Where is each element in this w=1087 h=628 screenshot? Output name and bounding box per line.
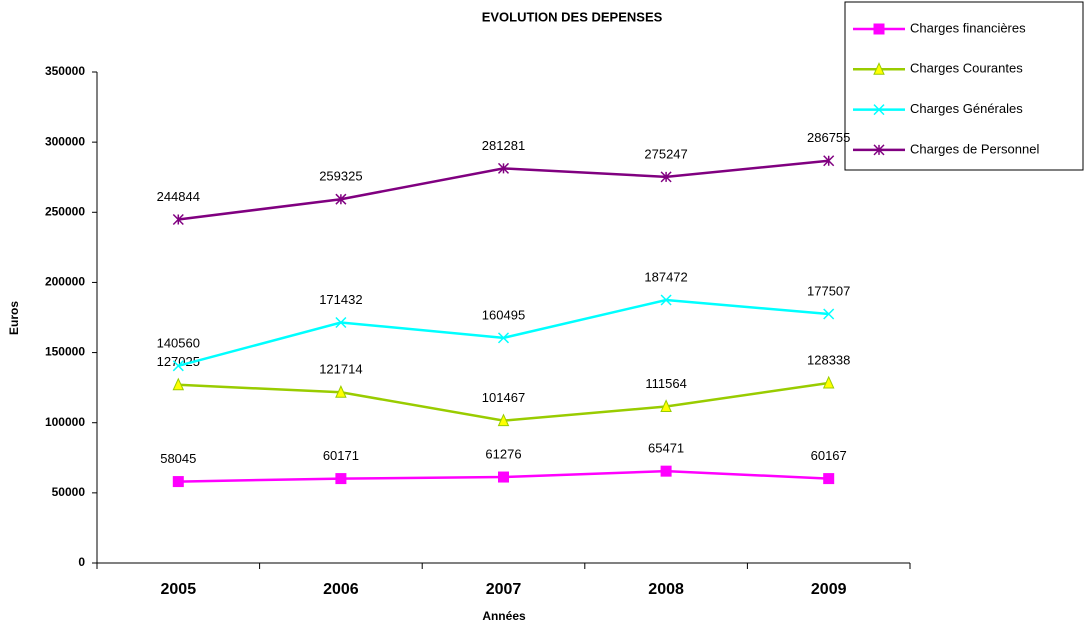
data-label: 187472 — [644, 269, 687, 284]
data-point — [660, 465, 672, 477]
data-point — [497, 413, 510, 427]
data-label: 140560 — [157, 335, 200, 350]
data-point — [172, 213, 184, 226]
data-label: 60171 — [323, 448, 359, 463]
data-point — [660, 399, 672, 412]
data-point — [660, 294, 672, 306]
data-point — [335, 193, 347, 205]
data-label: 65471 — [648, 441, 684, 456]
data-point — [823, 473, 835, 485]
data-label: 111564 — [645, 376, 686, 391]
data-point — [822, 375, 835, 389]
data-label: 128338 — [807, 352, 850, 367]
x-tick-label: 2005 — [161, 581, 197, 598]
data-label: 281281 — [482, 138, 525, 153]
data-point — [335, 473, 347, 485]
data-point — [172, 476, 184, 488]
data-label: 171432 — [319, 292, 362, 307]
legend-marker — [873, 62, 885, 75]
data-label: 61276 — [485, 446, 521, 461]
x-axis-label: Années — [482, 609, 526, 623]
y-tick-label: 100000 — [45, 415, 85, 429]
data-point — [498, 471, 509, 483]
data-label: 286755 — [807, 130, 850, 145]
data-label: 101467 — [482, 390, 525, 405]
x-tick-label: 2007 — [486, 581, 522, 598]
data-label: 60167 — [811, 448, 847, 463]
y-tick-label: 300000 — [45, 134, 85, 148]
data-label: 244844 — [157, 189, 200, 204]
y-tick-label: 200000 — [45, 275, 85, 289]
legend-label: Charges Courantes — [910, 61, 1023, 76]
data-point — [335, 385, 347, 398]
x-tick-label: 2006 — [323, 581, 359, 598]
data-label: 58045 — [160, 451, 196, 466]
legend-label: Charges financières — [910, 20, 1026, 35]
y-axis-label: Euros — [7, 301, 21, 335]
data-point — [335, 316, 347, 329]
data-point — [823, 155, 835, 167]
y-tick-label: 250000 — [45, 204, 85, 218]
y-tick-label: 0 — [78, 555, 85, 569]
data-point — [497, 162, 510, 174]
legend-label: Charges de Personnel — [910, 141, 1039, 156]
data-label: 259325 — [319, 169, 362, 184]
data-label: 177507 — [807, 283, 850, 298]
data-point — [497, 332, 510, 344]
data-point — [172, 377, 185, 391]
data-label: 160495 — [482, 307, 525, 322]
data-label: 121714 — [319, 362, 362, 377]
x-tick-label: 2008 — [648, 581, 684, 598]
chart-title: EVOLUTION DES DEPENSES — [482, 9, 663, 24]
y-tick-label: 150000 — [45, 345, 85, 359]
data-point — [660, 171, 672, 183]
y-tick-label: 350000 — [45, 64, 85, 78]
legend-label: Charges Générales — [910, 101, 1023, 116]
data-label: 275247 — [644, 146, 687, 161]
y-tick-label: 50000 — [52, 485, 86, 499]
x-tick-label: 2009 — [811, 581, 847, 598]
legend-marker — [873, 104, 885, 116]
legend-marker — [873, 144, 885, 156]
data-point — [172, 360, 184, 372]
legend-marker — [873, 23, 885, 35]
data-point — [823, 308, 835, 320]
data-label: 127025 — [157, 354, 200, 369]
